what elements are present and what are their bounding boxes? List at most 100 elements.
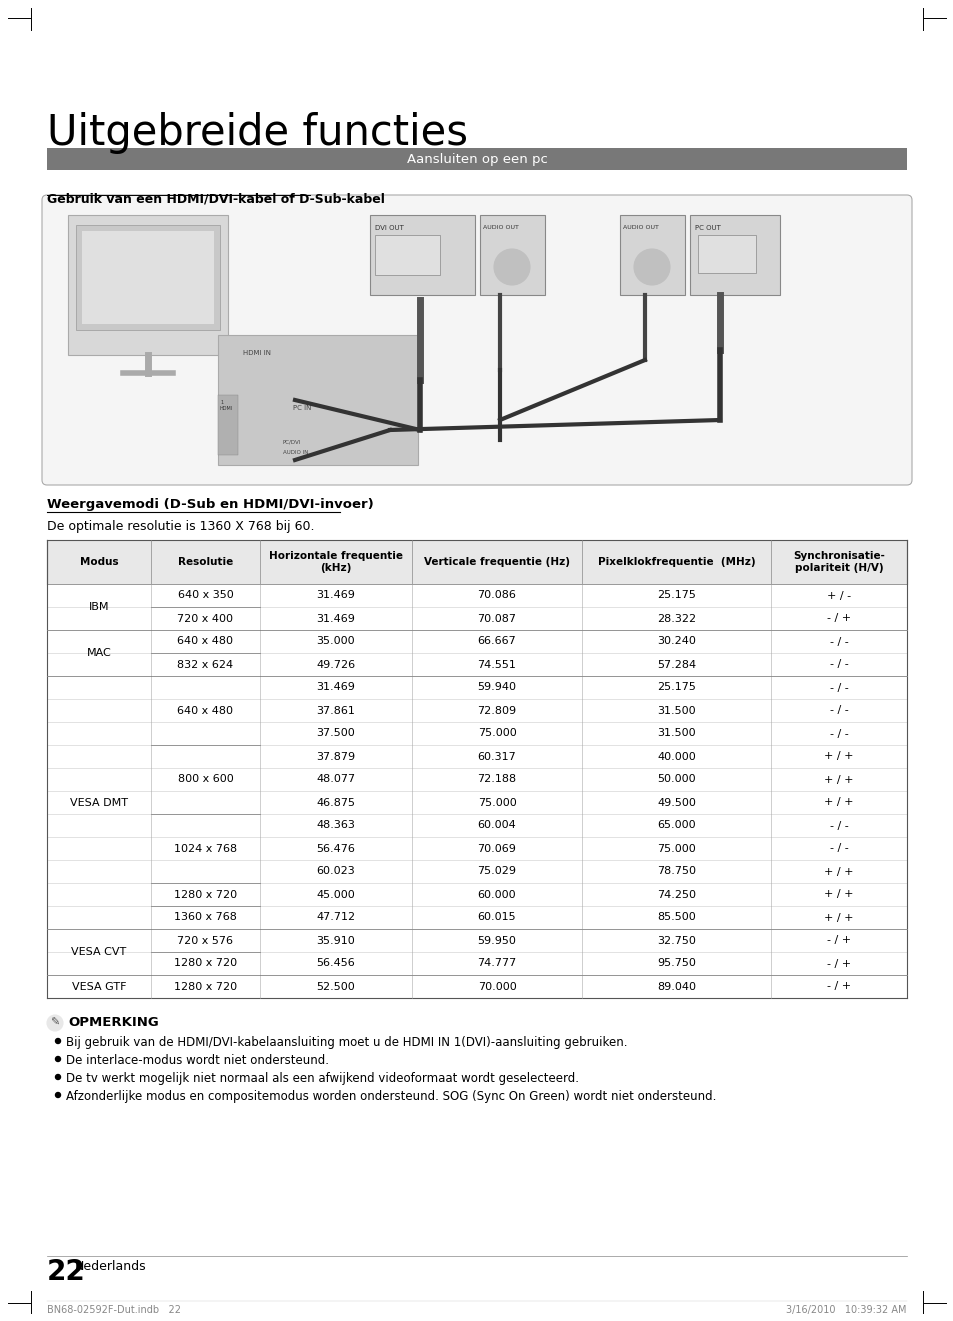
Text: HDMI IN: HDMI IN — [243, 350, 271, 355]
Text: 70.087: 70.087 — [477, 613, 516, 624]
Text: 75.029: 75.029 — [477, 867, 516, 877]
Text: 74.250: 74.250 — [657, 889, 696, 900]
Text: BN68-02592F-Dut.indb   22: BN68-02592F-Dut.indb 22 — [47, 1305, 181, 1314]
Text: 75.000: 75.000 — [477, 728, 516, 738]
Bar — [370, 215, 475, 295]
Text: VESA GTF: VESA GTF — [71, 982, 126, 992]
Bar — [47, 814, 906, 838]
Text: + / +: + / + — [823, 867, 853, 877]
Text: 22: 22 — [47, 1258, 86, 1287]
Circle shape — [55, 1038, 60, 1044]
Bar — [47, 608, 906, 630]
Text: - / -: - / - — [829, 659, 847, 670]
Bar — [47, 676, 906, 699]
Text: + / +: + / + — [823, 774, 853, 785]
Text: - / -: - / - — [829, 683, 847, 692]
Text: VESA DMT: VESA DMT — [70, 798, 128, 807]
Text: Horizontale frequentie
(kHz): Horizontale frequentie (kHz) — [269, 551, 402, 573]
Text: 640 x 480: 640 x 480 — [177, 705, 233, 716]
Text: 800 x 600: 800 x 600 — [177, 774, 233, 785]
Circle shape — [55, 1092, 60, 1098]
Text: Modus: Modus — [80, 557, 118, 567]
Circle shape — [55, 1057, 60, 1062]
Text: 31.500: 31.500 — [657, 705, 695, 716]
Text: 65.000: 65.000 — [657, 820, 695, 831]
Bar — [47, 723, 906, 745]
Text: 78.750: 78.750 — [657, 867, 696, 877]
Bar — [479, 215, 544, 295]
Text: - / -: - / - — [829, 728, 847, 738]
Bar — [47, 975, 906, 997]
Text: 52.500: 52.500 — [316, 982, 355, 992]
Text: 75.000: 75.000 — [477, 798, 516, 807]
Text: MAC: MAC — [87, 649, 112, 658]
Text: + / -: + / - — [826, 590, 850, 601]
Text: 56.476: 56.476 — [316, 844, 355, 853]
Text: 56.456: 56.456 — [316, 959, 355, 968]
Text: - / -: - / - — [829, 637, 847, 646]
Bar — [47, 882, 906, 906]
Text: 70.069: 70.069 — [477, 844, 516, 853]
Text: 45.000: 45.000 — [316, 889, 355, 900]
Text: - / -: - / - — [829, 705, 847, 716]
Text: - / +: - / + — [826, 613, 850, 624]
Text: 35.910: 35.910 — [316, 935, 355, 946]
Text: 85.500: 85.500 — [657, 913, 695, 922]
Text: AUDIO OUT: AUDIO OUT — [482, 225, 518, 230]
Bar — [47, 630, 906, 653]
Text: 1360 x 768: 1360 x 768 — [173, 913, 236, 922]
Text: Resolutie: Resolutie — [177, 557, 233, 567]
Bar — [47, 699, 906, 723]
Text: 50.000: 50.000 — [657, 774, 695, 785]
Text: 31.469: 31.469 — [316, 613, 355, 624]
Text: 832 x 624: 832 x 624 — [177, 659, 233, 670]
Bar — [47, 148, 906, 170]
Bar — [47, 768, 906, 791]
Text: ✎: ✎ — [51, 1018, 60, 1028]
Circle shape — [634, 248, 669, 285]
Text: 48.363: 48.363 — [316, 820, 355, 831]
Text: DVI OUT: DVI OUT — [375, 225, 403, 231]
Text: - / +: - / + — [826, 935, 850, 946]
Text: 59.940: 59.940 — [477, 683, 516, 692]
Text: + / +: + / + — [823, 913, 853, 922]
Circle shape — [47, 1015, 63, 1030]
Text: 74.777: 74.777 — [476, 959, 517, 968]
Bar — [698, 235, 755, 273]
Text: 70.000: 70.000 — [477, 982, 516, 992]
Text: Verticale frequentie (Hz): Verticale frequentie (Hz) — [423, 557, 569, 567]
Text: Weergavemodi (D-Sub en HDMI/DVI-invoer): Weergavemodi (D-Sub en HDMI/DVI-invoer) — [47, 498, 374, 511]
Text: Bij gebruik van de HDMI/DVI-kabelaansluiting moet u de HDMI IN 1(DVI)-aansluitin: Bij gebruik van de HDMI/DVI-kabelaanslui… — [66, 1036, 627, 1049]
Bar — [76, 225, 220, 330]
Text: IBM: IBM — [89, 602, 110, 612]
Text: 59.950: 59.950 — [477, 935, 516, 946]
Bar — [47, 838, 906, 860]
Text: PC OUT: PC OUT — [695, 225, 720, 231]
Text: 60.000: 60.000 — [477, 889, 516, 900]
Text: + / +: + / + — [823, 889, 853, 900]
Text: 60.317: 60.317 — [477, 752, 516, 761]
Bar — [619, 215, 684, 295]
Text: Nederlands: Nederlands — [75, 1260, 147, 1273]
Bar — [375, 235, 439, 275]
Text: 66.667: 66.667 — [477, 637, 516, 646]
Text: 25.175: 25.175 — [657, 590, 695, 601]
Text: 32.750: 32.750 — [657, 935, 695, 946]
Bar — [218, 336, 417, 465]
Text: PC/DVI: PC/DVI — [283, 440, 301, 445]
Text: 95.750: 95.750 — [657, 959, 695, 968]
Text: 49.500: 49.500 — [657, 798, 695, 807]
Text: 25.175: 25.175 — [657, 683, 695, 692]
Bar — [689, 215, 780, 295]
Bar — [47, 952, 906, 975]
Text: 37.861: 37.861 — [316, 705, 355, 716]
Text: Afzonderlijke modus en compositemodus worden ondersteund. SOG (Sync On Green) wo: Afzonderlijke modus en compositemodus wo… — [66, 1090, 716, 1103]
Text: + / +: + / + — [823, 752, 853, 761]
Text: 60.004: 60.004 — [477, 820, 516, 831]
Bar — [68, 215, 228, 355]
Text: 31.469: 31.469 — [316, 683, 355, 692]
Text: 70.086: 70.086 — [477, 590, 516, 601]
Text: 37.500: 37.500 — [316, 728, 355, 738]
Text: 1280 x 720: 1280 x 720 — [173, 982, 236, 992]
Text: 48.077: 48.077 — [316, 774, 355, 785]
